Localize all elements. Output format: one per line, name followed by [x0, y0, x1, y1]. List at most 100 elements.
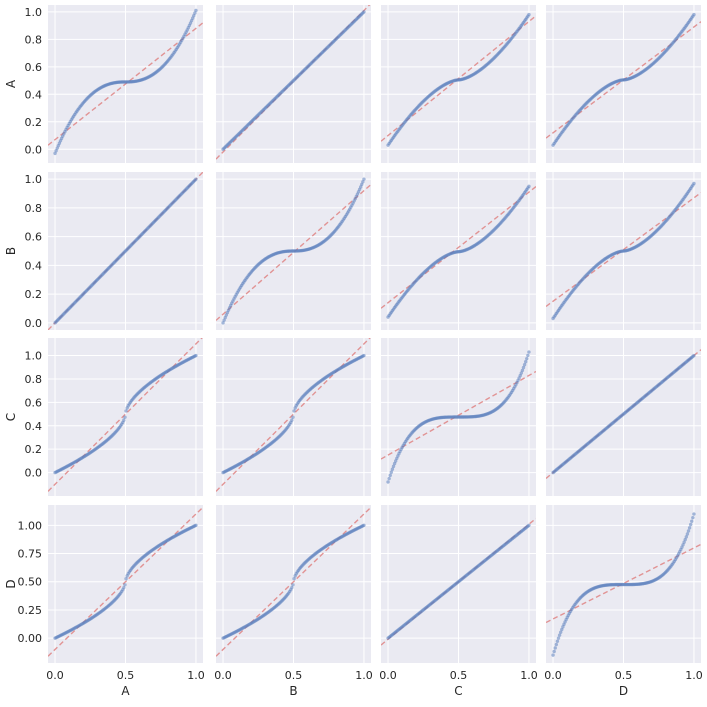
qq-point: [692, 353, 696, 358]
qq-point: [362, 10, 366, 14]
qq-point: [194, 8, 198, 13]
x-tick-label: 0.5: [450, 669, 468, 682]
qq-point: [290, 418, 294, 422]
y-tick-label: 1.0: [25, 6, 43, 19]
qq-point: [520, 368, 525, 373]
x-tick-label: 0.5: [615, 669, 633, 682]
panel-c-a: 0.0 0.2 0.4 0.6 0.8 1.0 C: [4, 338, 203, 496]
y-tick-label: 0.6: [25, 231, 43, 244]
y-axis-label: B: [4, 247, 18, 255]
y-axis-label: D: [4, 579, 18, 588]
qq-point: [557, 633, 562, 637]
qq-point: [681, 543, 685, 547]
qq-point: [685, 532, 690, 536]
reference-line: [381, 370, 536, 460]
qq-point: [124, 409, 128, 413]
qq-point: [518, 373, 522, 378]
qq-point: [123, 583, 127, 587]
qq-point: [53, 151, 57, 156]
qq-point: [526, 353, 530, 358]
qq-point: [362, 523, 366, 528]
x-axis-label: C: [454, 684, 462, 698]
qq-point: [523, 360, 528, 364]
qq-point: [687, 526, 692, 530]
y-tick-label: 0.6: [25, 61, 43, 74]
qq-point: [194, 523, 198, 528]
qq-point: [554, 642, 559, 647]
panel-d-b: 0.0 0.5 1.0 B: [214, 505, 373, 698]
qq-point: [560, 627, 564, 632]
x-tick-label: 1.0: [355, 669, 373, 682]
y-tick-label: 1.00: [18, 519, 43, 532]
panel-c-c: [381, 338, 536, 496]
qq-point: [527, 184, 531, 189]
panel-d-c: 0.0 0.5 1.0 C: [379, 505, 538, 698]
y-tick-label: 0.4: [25, 88, 43, 101]
qq-point: [690, 519, 694, 523]
panel-b-b: [216, 172, 371, 330]
panel-a-c: [381, 5, 536, 163]
qq-point: [688, 522, 693, 527]
qq-point: [221, 321, 225, 325]
qq-point: [386, 480, 390, 484]
qq-point: [222, 318, 226, 322]
qq-point: [684, 535, 689, 539]
panel-c-b: [216, 338, 371, 496]
qq-point: [389, 470, 394, 474]
qq-point: [123, 415, 127, 419]
y-tick-label: 0.0: [25, 317, 43, 330]
qq-point: [556, 636, 561, 640]
qq-point: [391, 464, 396, 469]
qq-point: [527, 350, 531, 354]
qq-point: [561, 625, 565, 629]
qq-point: [194, 177, 198, 181]
y-tick-label: 0.25: [18, 604, 43, 617]
panel-a-d: [546, 5, 701, 163]
x-axis-label: B: [289, 684, 297, 698]
qq-point: [553, 646, 557, 650]
reference-line: [216, 338, 371, 492]
y-tick-label: 0.4: [25, 259, 43, 272]
x-tick-label: 1.0: [520, 669, 538, 682]
qq-point: [292, 576, 296, 581]
qq-point: [692, 181, 696, 186]
qq-point: [558, 630, 563, 634]
y-tick-label: 0.4: [25, 420, 43, 433]
panel-c-d: [546, 338, 701, 496]
qq-point: [291, 583, 295, 587]
qq-point: [527, 12, 531, 17]
panel-d-d: 0.0 0.5 1.0 D: [544, 505, 703, 698]
y-tick-label: 0.75: [18, 548, 43, 561]
y-tick-label: 0.8: [25, 202, 43, 215]
qq-point: [393, 459, 398, 463]
qq-point: [682, 540, 686, 544]
x-tick-label: 0.5: [285, 669, 303, 682]
qq-point: [392, 461, 397, 466]
y-axis-label: A: [4, 79, 18, 88]
y-tick-label: 0.8: [25, 33, 43, 46]
qq-point: [692, 512, 696, 516]
panel-b-a: 0.0 0.2 0.4 0.6 0.8 1.0 B: [4, 172, 203, 330]
y-tick-label: 0.0: [25, 143, 43, 156]
reference-line: [48, 506, 203, 657]
qq-point: [292, 409, 296, 413]
qq-point: [361, 180, 365, 184]
reference-line: [381, 186, 536, 309]
qq-point: [552, 649, 556, 654]
y-tick-label: 0.2: [25, 443, 43, 456]
y-tick-label: 0.2: [25, 288, 43, 301]
qq-point: [522, 363, 527, 367]
y-tick-label: 1.0: [25, 173, 43, 186]
qq-point: [519, 371, 524, 375]
qq-point: [192, 14, 196, 18]
qq-point: [122, 418, 126, 422]
qq-point: [360, 182, 364, 187]
panel-b-d: [546, 172, 701, 330]
qq-point: [551, 653, 555, 657]
qq-point: [521, 365, 526, 370]
reference-line: [48, 22, 203, 146]
y-tick-label: 0.00: [18, 632, 43, 645]
qq-point: [194, 353, 198, 358]
qq-point: [291, 415, 295, 419]
qq-point: [525, 356, 529, 361]
